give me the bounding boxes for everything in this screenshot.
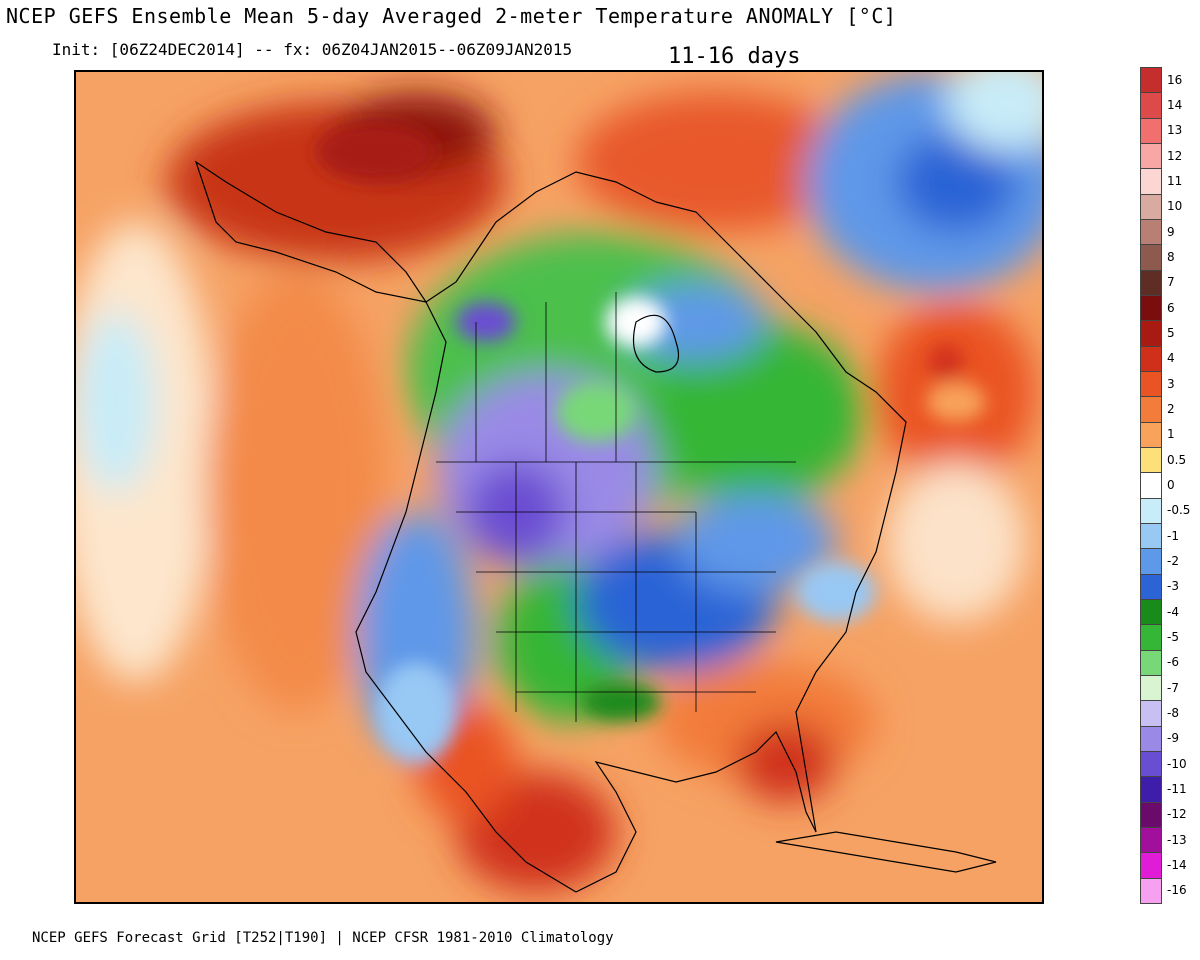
legend-label: 8: [1167, 250, 1175, 264]
coastlines: [194, 160, 997, 893]
legend-swatch: [1140, 421, 1162, 448]
legend-label: -16: [1167, 883, 1187, 898]
legend-swatch: [1140, 700, 1162, 727]
legend-swatch: [1140, 852, 1162, 879]
legend-swatch: [1140, 143, 1162, 170]
legend-swatch: [1140, 776, 1162, 803]
legend-swatch: [1140, 801, 1162, 828]
legend-label: -0.5: [1167, 503, 1191, 518]
legend-label: -13: [1167, 832, 1187, 847]
legend-swatch: [1140, 396, 1162, 423]
legend-swatch: [1140, 269, 1162, 296]
legend-swatch: [1140, 751, 1162, 778]
legend-swatch: [1140, 371, 1162, 398]
legend-label: -1: [1167, 528, 1179, 543]
legend-swatch: [1140, 523, 1162, 550]
legend-label: -6: [1167, 655, 1179, 670]
legend-swatch: [1140, 472, 1162, 499]
footer-source: NCEP GEFS Forecast Grid [T252|T190] | NC…: [32, 930, 614, 946]
legend-label: -12: [1167, 807, 1187, 822]
legend-label: 11: [1167, 174, 1183, 188]
legend-label: 9: [1167, 224, 1175, 239]
legend-swatch: [1140, 624, 1162, 651]
legend-label: 0.5: [1167, 452, 1187, 467]
legend-label: -4: [1167, 604, 1179, 619]
legend-label: 4: [1167, 351, 1175, 366]
legend-label: 12: [1167, 148, 1183, 163]
anomaly-field-detail: [316, 122, 986, 762]
legend-swatch: [1140, 295, 1162, 322]
legend-swatch: [1140, 117, 1162, 144]
legend-swatch: [1140, 193, 1162, 220]
temperature-anomaly-map: [74, 70, 1044, 904]
legend-swatch: [1140, 497, 1162, 524]
legend-swatch: [1140, 168, 1162, 195]
legend-label: -2: [1167, 554, 1179, 568]
legend-label: 7: [1167, 275, 1175, 290]
legend-label: 13: [1167, 123, 1183, 138]
legend-swatch: [1140, 92, 1162, 119]
map-title: NCEP GEFS Ensemble Mean 5-day Averaged 2…: [6, 4, 897, 28]
political-borders: [436, 292, 796, 722]
color-scale-legend: 16 14 13 12 11 10 9 8 7 6 5 4 3 2 1 0.5 0 -0.5 -1 -2 -3 -4 -5 -…: [1140, 67, 1200, 904]
legend-label: -5: [1167, 630, 1179, 644]
legend-label: 1: [1167, 427, 1175, 442]
legend-swatch: [1140, 219, 1162, 246]
legend-swatch: [1140, 827, 1162, 854]
forecast-range-label: 11-16 days: [668, 44, 801, 69]
legend-label: 6: [1167, 300, 1175, 315]
legend-swatch: [1140, 345, 1162, 372]
legend-label: -10: [1167, 756, 1187, 771]
legend-swatch: [1140, 573, 1162, 600]
init-forecast-window: Init: [06Z24DEC2014] -- fx: 06Z04JAN2015…: [52, 40, 573, 59]
legend-label: 2: [1167, 402, 1175, 416]
legend-label: -3: [1167, 579, 1179, 594]
legend-label: 5: [1167, 326, 1175, 340]
legend-label: -7: [1167, 680, 1179, 695]
legend-swatch: [1140, 320, 1162, 347]
legend-label: 3: [1167, 376, 1175, 391]
legend-label: 10: [1167, 199, 1183, 214]
legend-swatch: [1140, 67, 1162, 94]
legend-swatch: [1140, 599, 1162, 626]
legend-swatch: [1140, 877, 1162, 904]
legend-swatch: [1140, 548, 1162, 575]
legend-swatch: [1140, 244, 1162, 271]
legend-label: 16: [1167, 72, 1183, 87]
legend-swatch: [1140, 649, 1162, 676]
legend-label: 0: [1167, 478, 1175, 492]
legend-label: -11: [1167, 782, 1187, 796]
legend-swatch: [1140, 675, 1162, 702]
legend-swatch: [1140, 725, 1162, 752]
legend-label: 14: [1167, 98, 1183, 112]
legend-label: -14: [1167, 858, 1187, 872]
legend-swatch: [1140, 447, 1162, 474]
legend-label: -9: [1167, 731, 1179, 746]
legend-label: -8: [1167, 706, 1179, 720]
